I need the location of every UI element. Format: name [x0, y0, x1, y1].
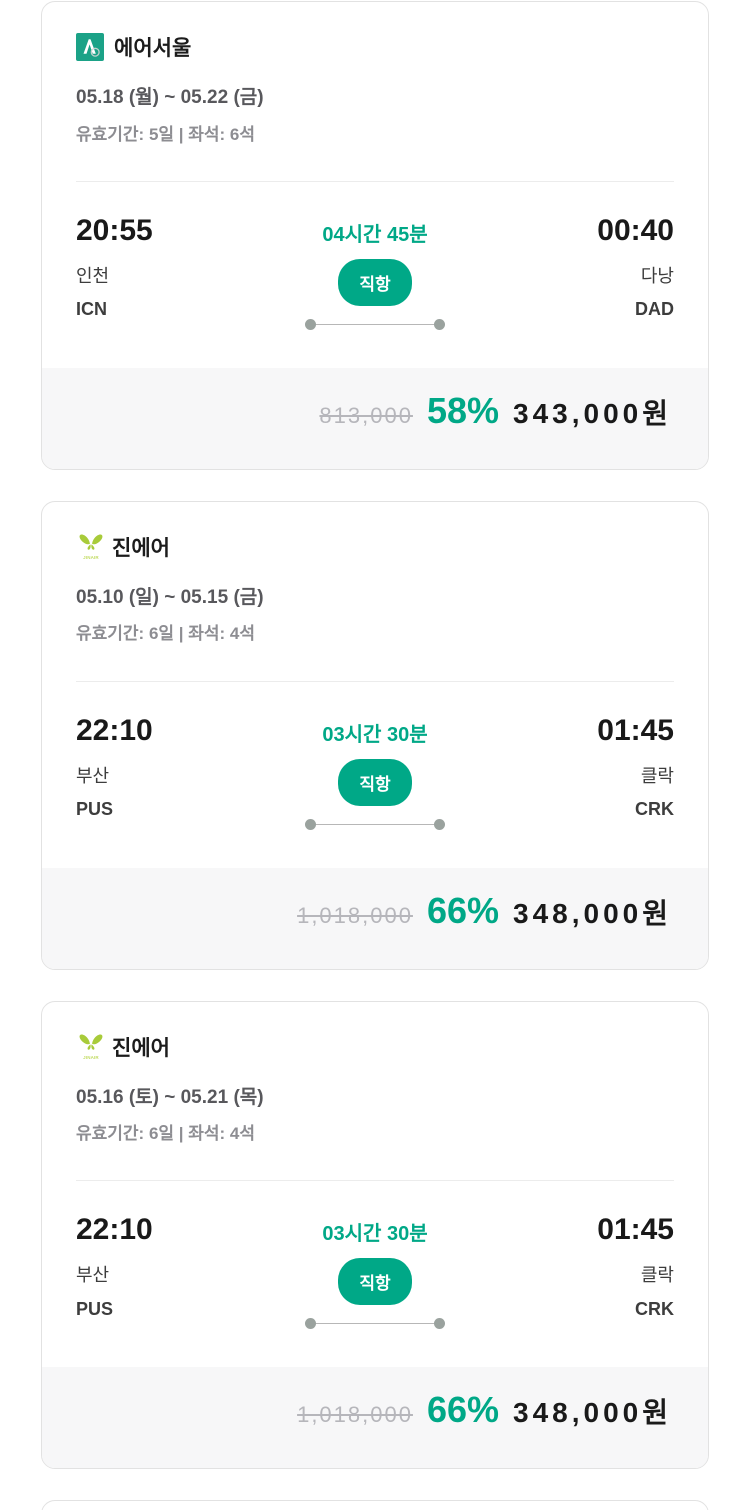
svg-text:JINAIR: JINAIR: [83, 555, 99, 560]
svg-text:JINAIR: JINAIR: [83, 1055, 99, 1060]
